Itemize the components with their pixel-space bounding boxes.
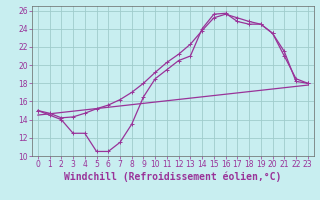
- X-axis label: Windchill (Refroidissement éolien,°C): Windchill (Refroidissement éolien,°C): [64, 172, 282, 182]
